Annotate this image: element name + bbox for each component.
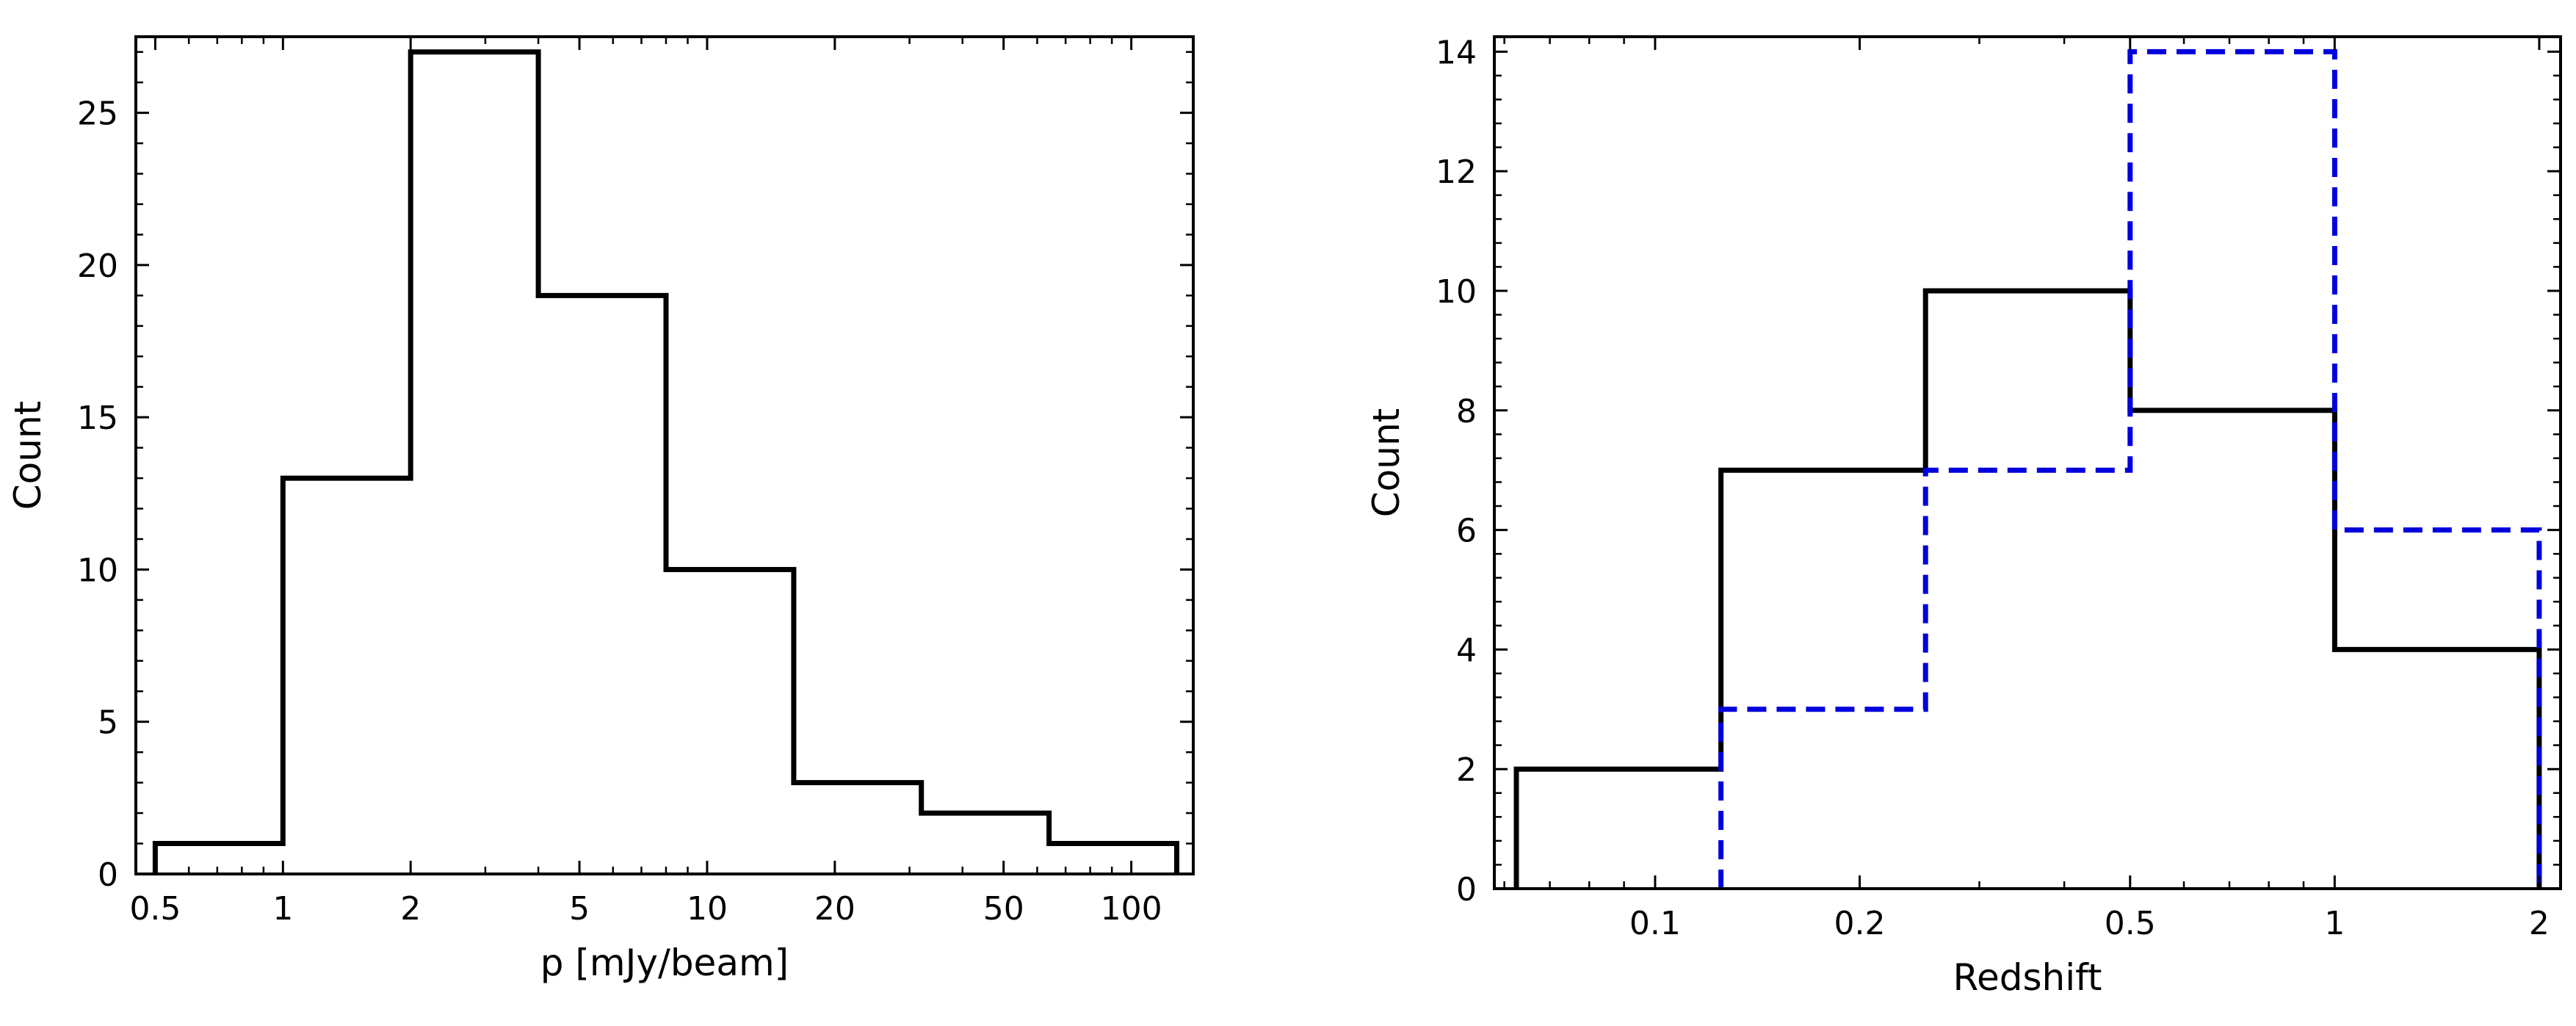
y-tick-label: 4 <box>1456 632 1477 669</box>
y-tick-label: 10 <box>77 552 118 589</box>
axes-frame <box>134 35 1195 875</box>
y-tick-label: 6 <box>1456 513 1477 550</box>
x-tick-label: 0.5 <box>2105 905 2156 942</box>
y-tick-label: 25 <box>77 95 118 133</box>
axes-frame <box>1493 35 2562 890</box>
y-tick-label: 12 <box>1436 153 1477 191</box>
y-axis-label: Count <box>1365 408 1408 518</box>
x-axis-label: Redshift <box>1953 956 2102 999</box>
x-axis-label: p [mJy/beam] <box>540 942 789 984</box>
y-tick-label: 14 <box>1436 34 1477 71</box>
histogram-series-0 <box>1513 288 2542 889</box>
y-tick-label: 0 <box>98 856 118 894</box>
y-axis-label: Count <box>7 401 49 510</box>
x-tick-label: 0.1 <box>1629 905 1681 942</box>
y-tick-label: 10 <box>1436 273 1477 311</box>
x-tick-label: 10 <box>687 890 728 928</box>
y-tick-label: 8 <box>1456 393 1477 430</box>
x-tick-label: 100 <box>1101 890 1162 928</box>
x-tick-label: 1 <box>272 890 293 928</box>
y-tick-label: 15 <box>77 400 118 437</box>
histogram-series-1 <box>1718 48 2542 889</box>
x-tick-label: 50 <box>983 890 1024 928</box>
x-tick-label: 5 <box>569 890 590 928</box>
y-tick-label: 20 <box>77 248 118 285</box>
x-tick-label: 20 <box>814 890 855 928</box>
x-tick-label: 1 <box>2324 905 2345 942</box>
x-tick-label: 2 <box>2529 905 2550 942</box>
y-tick-label: 0 <box>1456 871 1477 908</box>
x-tick-label: 0.5 <box>129 890 181 928</box>
x-tick-label: 2 <box>400 890 421 928</box>
y-tick-label: 5 <box>98 704 118 742</box>
histogram-series-0 <box>152 49 1179 874</box>
x-tick-label: 0.2 <box>1834 905 1886 942</box>
y-tick-label: 2 <box>1456 751 1477 789</box>
